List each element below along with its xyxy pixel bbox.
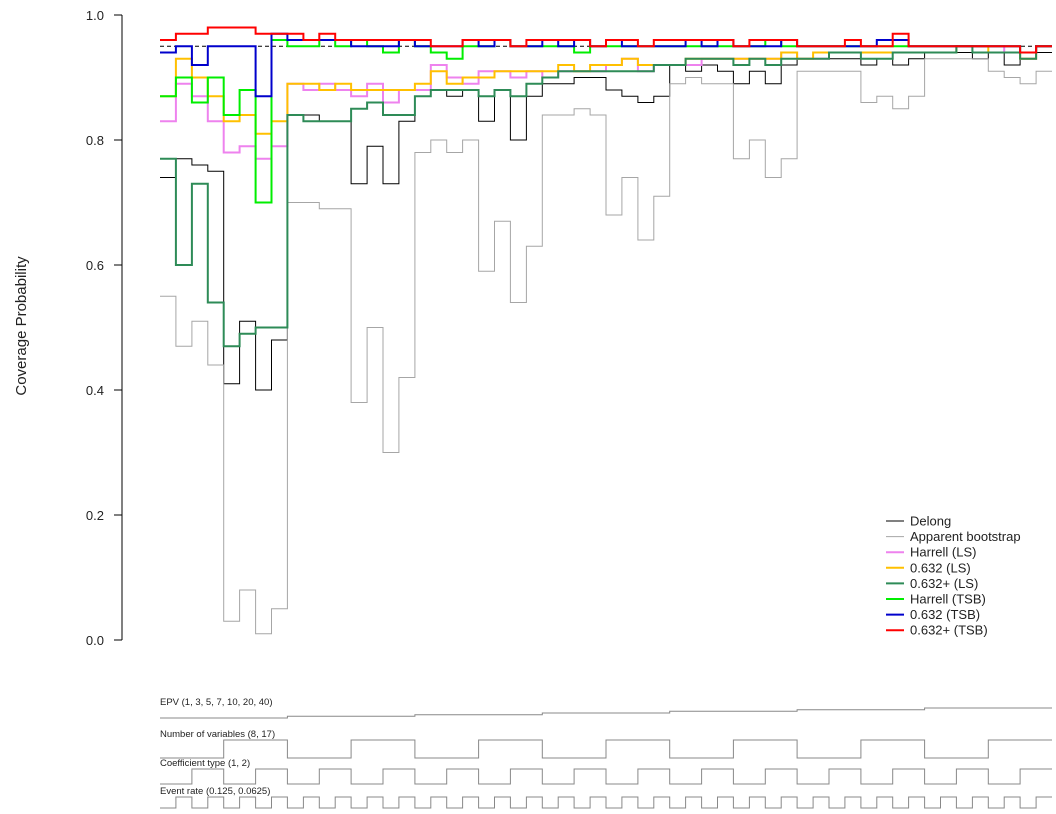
nested-factor-label: Number of variables (8, 17) [160,729,275,740]
legend-entry: Harrell (TSB) [910,592,986,607]
legend-entry: Harrell (LS) [910,545,976,560]
nested-factor-line [160,708,1052,718]
legend-entry: Apparent bootstrap [910,529,1021,544]
legend-entry: 0.632+ (LS) [910,576,978,591]
legend-entry: 0.632 (LS) [910,560,971,575]
nested-factor-label: Coefficient type (1, 2) [160,758,250,769]
nested-factor-line [160,797,1052,808]
y-tick-label: 0.2 [86,508,104,523]
nested-factor-label: EPV (1, 3, 5, 7, 10, 20, 40) [160,697,272,708]
y-axis-label: Coverage Probability [13,256,30,396]
nested-factor-line [160,740,1052,758]
y-tick-label: 0.0 [86,633,104,648]
y-tick-label: 1.0 [86,8,104,23]
nested-factor-line [160,769,1052,784]
series-line [160,53,1052,391]
legend-entry: 0.632+ (TSB) [910,623,988,638]
legend-entry: Delong [910,514,951,529]
nested-loop-panel: EPV (1, 3, 5, 7, 10, 20, 40) Number of va… [160,697,1052,808]
y-tick-label: 0.4 [86,383,104,398]
y-axis: 0.0 0.2 0.4 0.6 0.8 1.0 [86,8,122,648]
legend-entry: 0.632 (TSB) [910,607,980,622]
nested-factor-label: Event rate (0.125, 0.0625) [160,786,270,797]
y-tick-label: 0.6 [86,258,104,273]
y-tick-label: 0.8 [86,133,104,148]
